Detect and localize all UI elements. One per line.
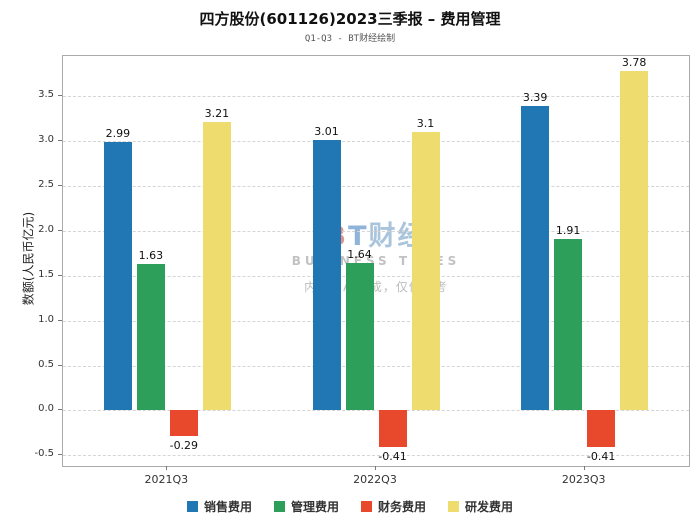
bar-管理费用-2021Q3	[136, 264, 165, 411]
x-tick-label: 2021Q3	[144, 473, 189, 486]
x-tick-label: 2022Q3	[353, 473, 397, 486]
bar-管理费用-2022Q3	[345, 263, 374, 411]
y-tick-label: 2.0	[38, 223, 54, 235]
y-tick-mark	[58, 454, 62, 456]
bar-财务费用-2021Q3	[169, 410, 198, 437]
bar-value-label: -0.41	[378, 450, 407, 464]
x-tick-mark	[375, 466, 376, 470]
gridline	[63, 365, 689, 367]
y-tick-mark	[58, 95, 62, 97]
y-tick-label: 3.5	[38, 89, 54, 101]
y-tick-label: 1.5	[38, 268, 54, 280]
x-tick-label: 2023Q3	[561, 473, 606, 486]
y-tick-label: 3.0	[38, 134, 54, 146]
bar-value-label: 1.91	[555, 224, 581, 238]
legend-swatch	[273, 501, 285, 512]
legend-item-财务费用: 财务费用	[361, 498, 426, 515]
y-tick-mark	[58, 364, 62, 366]
bar-财务费用-2022Q3	[378, 410, 407, 448]
y-tick-label: -0.5	[34, 448, 54, 460]
gridline	[63, 186, 689, 188]
bar-value-label: 3.1	[416, 117, 435, 131]
gridline	[63, 320, 689, 322]
gridline	[63, 96, 689, 98]
y-tick-label: 1.0	[38, 313, 54, 325]
bar-value-label: 1.63	[138, 249, 164, 263]
gridline	[63, 455, 689, 457]
chart-subtitle: Q1-Q3 - BT财经绘制	[304, 34, 396, 44]
bar-销售费用-2022Q3	[312, 140, 341, 411]
chart-title: 四方股份(601126)2023三季报 – 费用管理	[199, 10, 501, 28]
y-tick-mark	[58, 319, 62, 321]
legend-swatch	[186, 501, 198, 512]
legend: 销售费用 管理费用 财务费用 研发费用	[0, 498, 700, 515]
bar-value-label: 1.64	[347, 248, 372, 262]
gridline	[63, 275, 689, 277]
legend-item-销售费用: 销售费用	[186, 498, 252, 515]
y-tick-mark	[58, 229, 62, 231]
legend-item-管理费用: 管理费用	[273, 498, 339, 515]
legend-item-研发费用: 研发费用	[448, 498, 513, 515]
y-tick-mark	[58, 409, 62, 411]
bar-销售费用-2021Q3	[103, 142, 132, 411]
bar-value-label: 3.78	[621, 56, 647, 70]
legend-swatch	[361, 501, 372, 512]
bar-value-label: 3.21	[204, 107, 230, 121]
bar-value-label: 2.99	[105, 127, 131, 141]
y-tick-label: 2.5	[38, 179, 54, 191]
bar-销售费用-2023Q3	[521, 106, 550, 411]
legend-label: 研发费用	[465, 500, 514, 514]
legend-label: 管理费用	[290, 500, 339, 514]
plot-area: BT财经 BUSINESS TIMES 内容由AI生成，仅供参考 2.991.6…	[62, 55, 690, 467]
bar-value-label: 3.01	[314, 125, 339, 139]
legend-label: 销售费用	[203, 500, 252, 514]
x-tick-mark	[583, 466, 585, 470]
bar-value-label: -0.41	[586, 450, 616, 464]
y-tick-mark	[58, 140, 62, 142]
bar-value-label: -0.29	[169, 439, 199, 453]
gridline	[63, 141, 689, 143]
y-tick-label: 0.5	[38, 358, 54, 370]
bar-研发费用-2022Q3	[411, 132, 440, 411]
legend-swatch	[448, 501, 460, 512]
y-tick-label: 0.0	[38, 403, 54, 415]
bar-财务费用-2023Q3	[587, 410, 616, 448]
gridline	[63, 410, 689, 412]
gridline	[63, 230, 689, 232]
bar-研发费用-2023Q3	[620, 71, 649, 411]
y-tick-mark	[58, 185, 62, 187]
y-tick-mark	[58, 274, 62, 276]
legend-label: 财务费用	[378, 500, 427, 514]
bar-管理费用-2023Q3	[554, 239, 583, 411]
bar-研发费用-2021Q3	[202, 122, 231, 411]
x-tick-mark	[166, 466, 168, 470]
bar-value-label: 3.39	[522, 91, 548, 105]
y-axis-label: 数额(人民币亿元)	[21, 211, 36, 306]
